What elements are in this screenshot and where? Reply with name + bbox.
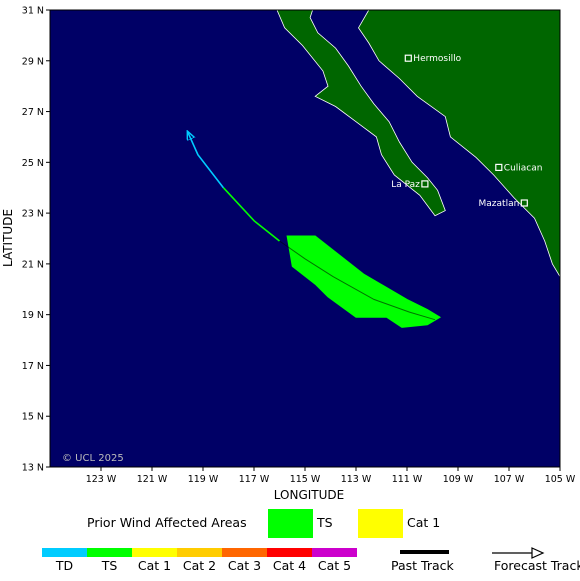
intensity-scale-segment — [132, 548, 177, 557]
legend-cat1-swatch — [358, 509, 403, 538]
intensity-scale-segment — [312, 548, 357, 557]
longitude-ticks: 123 W 121 W 119 W 117 W 115 W 113 W 111 W 109 W… — [86, 467, 576, 485]
copyright-text: © UCL 2025 — [62, 453, 124, 464]
forecast-arrow-legend-icon — [531, 547, 545, 559]
intensity-scale-label: TS — [101, 558, 118, 573]
city-marker-icon — [495, 163, 503, 171]
intensity-scale-segment — [222, 548, 267, 557]
lon-tick-label: 115 W — [290, 474, 321, 485]
forecast-track-line — [222, 187, 280, 242]
intensity-scale-label: Cat 5 — [318, 558, 351, 573]
forecast-arrow-icon — [188, 132, 225, 189]
city-label: Hermosillo — [413, 54, 461, 64]
city-markers: Hermosillo La Paz Culiacan Mazatlan — [391, 54, 542, 209]
intensity-scale-segment — [177, 548, 222, 557]
mexico-mainland — [358, 10, 560, 278]
city-label: Culiacan — [504, 163, 543, 173]
lat-tick-label: 25 N — [22, 158, 44, 169]
city-marker-icon — [520, 199, 528, 207]
lat-tick-label: 17 N — [22, 361, 44, 372]
lon-tick-label: 123 W — [86, 474, 117, 485]
intensity-scale-label: Cat 2 — [183, 558, 216, 573]
intensity-scale-label: Cat 3 — [228, 558, 261, 573]
legend-ts-swatch — [268, 509, 313, 538]
past-track-line — [279, 240, 436, 321]
lon-tick-label: 107 W — [494, 474, 525, 485]
lon-tick-label: 105 W — [545, 474, 576, 485]
lat-tick-label: 21 N — [22, 259, 44, 270]
city-label: La Paz — [391, 180, 420, 190]
land-layer — [276, 10, 560, 278]
latitude-axis-title: LATITUDE — [1, 209, 15, 267]
latitude-ticks: 13 N 15 N 17 N 19 N 21 N 23 N 25 N 27 N 29 N 31 N — [22, 6, 50, 474]
longitude-axis-title: LONGITUDE — [274, 488, 344, 502]
lat-tick-label: 27 N — [22, 107, 44, 118]
ts-wind-affected-area — [286, 235, 442, 328]
intensity-scale-label: TD — [55, 558, 73, 573]
lat-tick-label: 19 N — [22, 310, 44, 321]
lon-tick-label: 121 W — [137, 474, 168, 485]
lat-tick-label: 13 N — [22, 463, 44, 474]
intensity-scale-label: Cat 1 — [138, 558, 171, 573]
legend-ts-label: TS — [316, 515, 333, 530]
legend-cat1-label: Cat 1 — [407, 515, 440, 530]
city-marker-icon — [421, 180, 429, 188]
forecast-track-legend-label: Forecast Track — [494, 558, 580, 573]
lon-tick-label: 113 W — [341, 474, 372, 485]
lon-tick-label: 117 W — [239, 474, 270, 485]
intensity-scale-segment — [267, 548, 312, 557]
lon-tick-label: 119 W — [188, 474, 219, 485]
intensity-scale-label: Cat 4 — [273, 558, 306, 573]
city-marker-icon — [404, 54, 412, 62]
lat-tick-label: 23 N — [22, 209, 44, 220]
past-track-legend-label: Past Track — [391, 558, 454, 573]
lat-tick-label: 15 N — [22, 412, 44, 423]
affected-areas-label: Prior Wind Affected Areas — [87, 515, 247, 530]
lon-tick-label: 109 W — [443, 474, 474, 485]
intensity-scale-segment — [87, 548, 132, 557]
intensity-scale: TD TS Cat 1 Cat 2 Cat 3 Cat 4 Cat 5 — [42, 548, 357, 573]
city-label: Mazatlan — [479, 199, 520, 209]
lat-tick-label: 29 N — [22, 56, 44, 67]
intensity-scale-segment — [42, 548, 87, 557]
lon-tick-label: 111 W — [392, 474, 423, 485]
baja-california-peninsula — [276, 10, 446, 217]
lat-tick-label: 31 N — [22, 6, 44, 17]
